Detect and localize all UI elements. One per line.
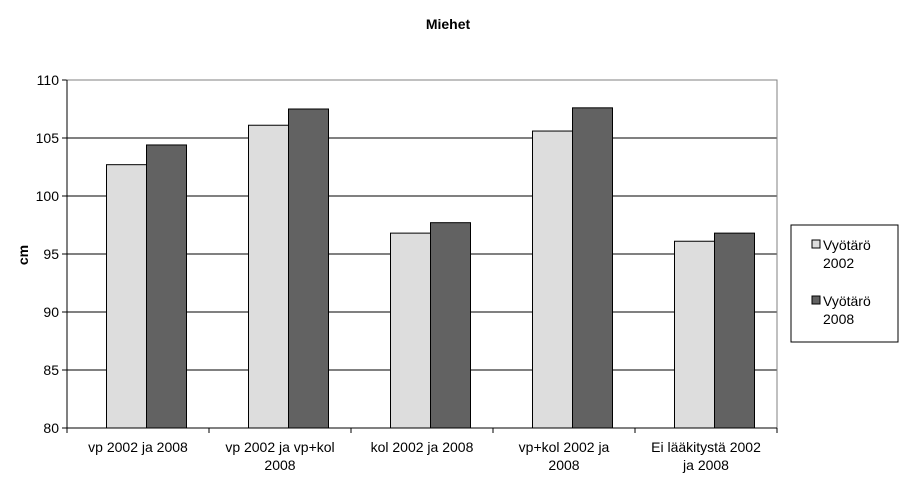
y-tick-label: 105 <box>36 130 60 146</box>
x-tick-label-line: vp 2002 ja vp+kol <box>225 439 334 455</box>
bar-series-2 <box>714 232 755 429</box>
x-tick-label: vp 2002 ja vp+kol 2008 <box>225 439 334 473</box>
bar-series-1 <box>106 164 147 429</box>
legend-label-line: 2002 <box>823 255 854 271</box>
x-tick-label: Ei lääkitystä 2002 ja 2008 <box>651 439 761 473</box>
y-axis-label: cm <box>15 245 31 265</box>
y-tick-label: 110 <box>37 72 60 88</box>
bar-series-1 <box>390 232 431 429</box>
bar-series-2 <box>146 144 187 429</box>
y-tick-label: 95 <box>43 246 59 262</box>
x-tick-label: vp 2002 ja 2008 <box>88 439 188 455</box>
bar-series-2 <box>572 107 613 429</box>
legend-label-line: Vyötärö <box>823 237 871 253</box>
y-tick-label: 90 <box>43 304 59 320</box>
legend-swatch <box>811 295 821 305</box>
x-tick-label-line: ja 2008 <box>682 457 729 473</box>
x-tick-label: kol 2002 ja 2008 <box>371 439 474 455</box>
legend-swatch <box>811 239 821 249</box>
y-tick-label: 100 <box>36 188 60 204</box>
y-tick-label: 80 <box>43 420 59 436</box>
x-tick-label-line: Ei lääkitystä 2002 <box>651 439 761 455</box>
x-tick-label-line: vp 2002 ja 2008 <box>88 439 188 455</box>
legend-label: Vyötärö 2002 <box>823 237 871 271</box>
chart-title: Miehet <box>426 16 471 32</box>
y-tick-label: 85 <box>43 362 59 378</box>
legend-label-line: Vyötärö <box>823 293 871 309</box>
x-tick-label-line: vp+kol 2002 ja <box>519 439 610 455</box>
legend-box <box>790 224 899 343</box>
bar-series-1 <box>248 124 289 429</box>
x-tick-label: vp+kol 2002 ja 2008 <box>519 439 610 473</box>
bar-series-1 <box>532 130 573 429</box>
bar-series-2 <box>430 222 471 429</box>
legend-label-line: 2008 <box>823 311 854 327</box>
legend: Vyötärö 2002 Vyötärö 2008 <box>790 224 899 343</box>
plot-area: 80 85 90 95 100 105 110 vp 2002 ja 2008 vp 2002 … <box>36 72 778 473</box>
bar-series-2 <box>288 108 329 429</box>
x-tick-label-line: kol 2002 ja 2008 <box>371 439 474 455</box>
x-tick-label-line: 2008 <box>264 457 295 473</box>
x-tick-label-line: 2008 <box>548 457 579 473</box>
legend-label: Vyötärö 2008 <box>823 293 871 327</box>
bar-series-1 <box>674 240 715 429</box>
